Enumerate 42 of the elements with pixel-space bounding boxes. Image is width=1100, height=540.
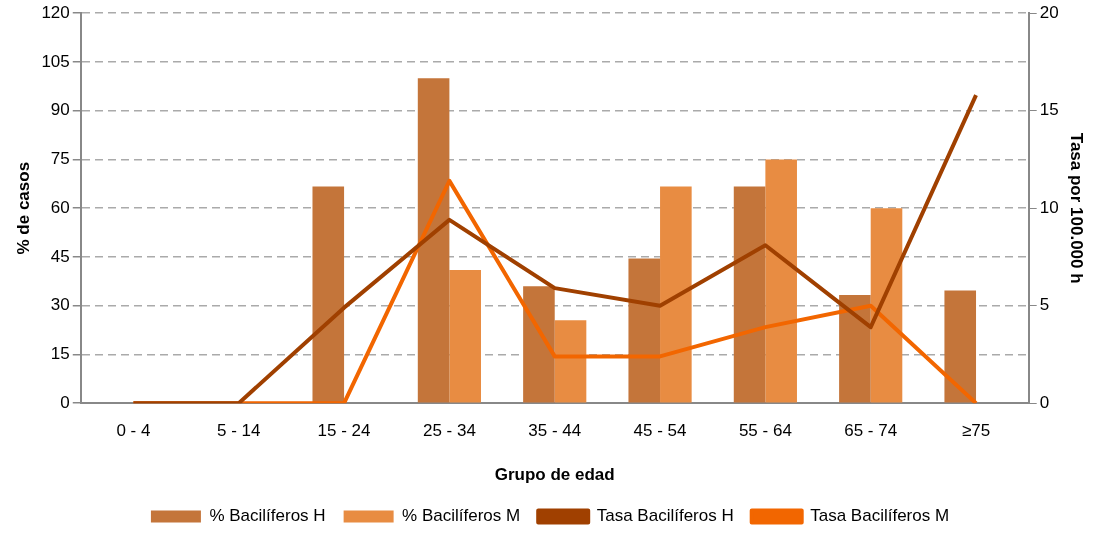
y-axis-title: % de casos [13, 161, 33, 255]
bar [733, 186, 766, 403]
y-tick-label: 60 [50, 197, 70, 217]
y2-tick-label: 0 [1039, 392, 1050, 412]
y2-tick-label: 5 [1039, 295, 1050, 315]
x-tick-label: 5 - 14 [217, 421, 261, 441]
bar [449, 269, 481, 403]
x-axis-title: Grupo de edad [494, 465, 615, 485]
x-tick-label: 0 - 4 [116, 421, 151, 441]
bar [417, 78, 450, 403]
y2-tick-label: 20 [1039, 2, 1059, 22]
bar [554, 320, 587, 403]
legend-label: % Bacilíferos M [402, 506, 521, 526]
y2-tick-label: 10 [1039, 197, 1059, 217]
bar [870, 208, 903, 403]
x-tick-label: 45 - 54 [633, 421, 687, 441]
legend-label: % Bacilíferos H [209, 506, 326, 526]
y2-axis-title: Tasa por 100.000 h [1067, 132, 1087, 284]
bar [523, 286, 555, 403]
y-tick-label: 120 [41, 2, 70, 22]
bar [628, 258, 661, 403]
legend-label: Tasa Bacilíferos M [810, 506, 950, 526]
x-tick-label: ≥75 [961, 421, 991, 441]
bar [660, 186, 692, 403]
y-tick-label: 0 [60, 392, 70, 412]
y-tick-label: 105 [41, 51, 70, 71]
y-tick-label: 15 [50, 344, 70, 364]
x-tick-label: 65 - 74 [844, 421, 898, 441]
bar [765, 159, 797, 403]
y-tick-label: 90 [50, 100, 70, 120]
bar [839, 294, 871, 403]
bar [312, 186, 345, 403]
legend-label: Tasa Bacilíferos H [596, 506, 734, 526]
bar [944, 290, 977, 403]
y-tick-label: 30 [50, 295, 70, 315]
y-tick-label: 75 [50, 149, 70, 169]
x-tick-label: 35 - 44 [528, 421, 582, 441]
x-tick-label: 15 - 24 [317, 421, 371, 441]
x-tick-label: 55 - 64 [738, 421, 792, 441]
x-tick-label: 25 - 34 [422, 421, 476, 441]
y-tick-label: 45 [50, 246, 70, 266]
y2-tick-label: 15 [1039, 100, 1059, 120]
